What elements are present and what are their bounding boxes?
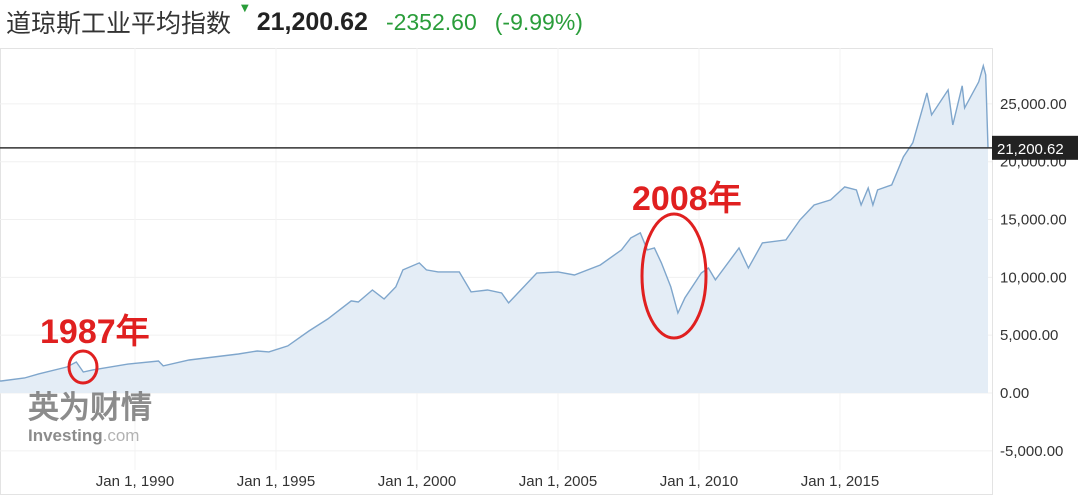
y-tick-label: 5,000.00	[1000, 327, 1058, 344]
watermark-en: Investing.com	[28, 426, 139, 445]
price-line	[0, 63, 989, 382]
x-axis: Jan 1, 1990 Jan 1, 1995 Jan 1, 2000 Jan 1, …	[96, 473, 879, 490]
price-change: -2352.60	[385, 8, 477, 35]
x-tick-label: Jan 1, 1995	[237, 473, 315, 490]
price-change-percent: (-9.99%)	[494, 8, 583, 35]
x-tick-label: Jan 1, 2015	[801, 473, 879, 490]
annotation-label-2008: 2008年	[632, 180, 742, 218]
watermark-logo: 英为财情 Investing.com	[28, 390, 152, 445]
current-value-tag	[992, 135, 1078, 160]
x-tick-label: Jan 1, 1990	[96, 473, 174, 490]
current-value-label: 21,200.62	[997, 141, 1064, 158]
quote-header: 道琼斯工业平均指数 ▼ 21,200.62 -2352.60 (-9.99%)	[6, 2, 601, 40]
annotation-circle-1987	[67, 349, 99, 385]
index-title: 道琼斯工业平均指数	[6, 9, 232, 38]
watermark-cn: 英为财情	[28, 390, 152, 426]
y-tick-label: 25,000.00	[1000, 96, 1067, 113]
x-tick-label: Jan 1, 2000	[378, 473, 456, 490]
current-value-marker: 21,200.62	[0, 135, 1078, 160]
x-tick-label: Jan 1, 2010	[660, 473, 738, 490]
triangle-down-icon: ▼	[241, 2, 249, 14]
annotation-circle-2008	[640, 212, 708, 340]
x-tick-label: Jan 1, 2005	[519, 473, 597, 490]
annotation-label-1987: 1987年	[40, 313, 150, 351]
y-tick-label: 15,000.00	[1000, 212, 1067, 229]
annotation-1987: 1987年	[40, 313, 150, 385]
annotation-2008: 2008年	[632, 180, 742, 340]
price-area-fill	[0, 65, 988, 394]
y-tick-label: 0.00	[1000, 385, 1029, 402]
y-tick-label: 10,000.00	[1000, 269, 1067, 286]
last-price: 21,200.62	[256, 7, 368, 36]
y-tick-label: -5,000.00	[1000, 443, 1063, 460]
